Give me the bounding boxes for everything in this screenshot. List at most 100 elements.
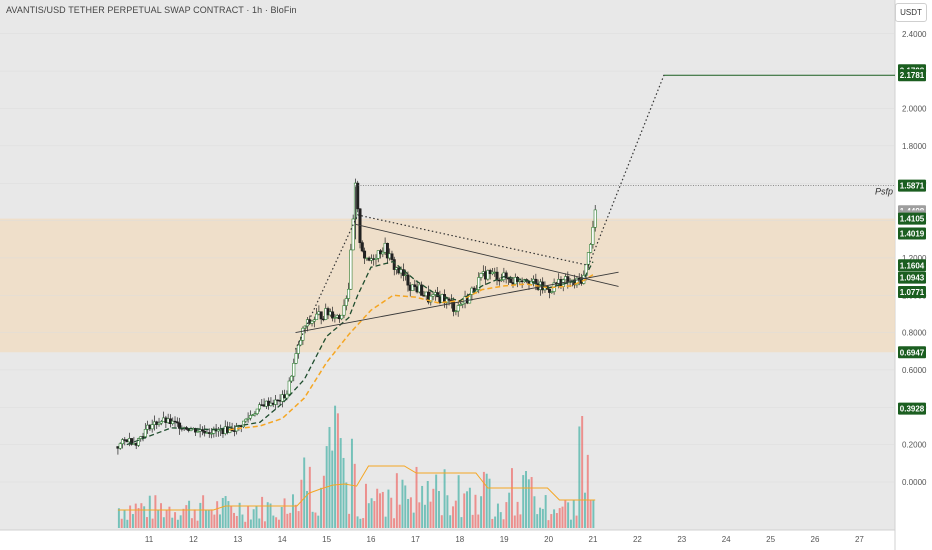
volume-bar bbox=[530, 477, 533, 528]
price-label-text: 1.4019 bbox=[900, 230, 925, 239]
y-tick-label: 0.2000 bbox=[902, 441, 927, 450]
y-tick-label: 1.2000 bbox=[902, 254, 927, 263]
volume-bar bbox=[536, 514, 539, 528]
volume-bar bbox=[328, 426, 331, 528]
volume-bar bbox=[283, 498, 286, 528]
volume-bar bbox=[286, 513, 289, 528]
volume-bar bbox=[496, 503, 499, 528]
price-label-text: 1.4105 bbox=[900, 215, 925, 224]
volume-bar bbox=[334, 405, 337, 528]
volume-bar bbox=[336, 413, 339, 528]
volume-bar bbox=[452, 506, 454, 528]
volume-bar bbox=[440, 515, 443, 528]
volume-bar bbox=[367, 503, 370, 528]
volume-bar bbox=[210, 509, 213, 528]
candle-body bbox=[333, 317, 337, 319]
triangle-upper-line bbox=[355, 223, 619, 287]
price-label-text: 1.1604 bbox=[900, 261, 925, 270]
volume-bar bbox=[401, 479, 404, 528]
candle-body bbox=[120, 439, 124, 445]
candle-body bbox=[390, 253, 394, 260]
volume-bar bbox=[541, 508, 544, 528]
volume-bar bbox=[381, 491, 384, 528]
volume-bar bbox=[216, 501, 219, 528]
volume-bar bbox=[322, 475, 325, 528]
volume-bar bbox=[376, 488, 379, 528]
volume-bar bbox=[398, 504, 401, 528]
volume-bar bbox=[516, 501, 519, 528]
volume-bar bbox=[384, 516, 387, 528]
candle-body bbox=[184, 427, 188, 430]
candle-body bbox=[406, 274, 410, 286]
candle-body bbox=[376, 250, 380, 259]
candle-body bbox=[452, 301, 456, 312]
volume-bar bbox=[480, 496, 483, 528]
candle-body bbox=[374, 258, 378, 260]
volume-bar bbox=[134, 503, 137, 528]
x-tick-label: 13 bbox=[233, 535, 242, 544]
volume-bar bbox=[364, 483, 367, 528]
candle-body bbox=[363, 250, 367, 259]
price-label-text: 1.0943 bbox=[900, 274, 925, 283]
volume-bar bbox=[233, 512, 235, 528]
candle-body bbox=[194, 428, 198, 433]
price-label-text: 0.3928 bbox=[900, 405, 925, 414]
volume-bar bbox=[131, 514, 134, 528]
currency-button[interactable]: USDT bbox=[895, 3, 927, 22]
volume-bar bbox=[148, 495, 151, 528]
volume-bar bbox=[567, 502, 570, 528]
candle-body bbox=[210, 432, 214, 435]
candle-body bbox=[411, 284, 415, 291]
volume-bar bbox=[320, 487, 323, 528]
x-tick-label: 20 bbox=[544, 535, 553, 544]
volume-bar bbox=[491, 518, 494, 528]
volume-bar bbox=[353, 463, 356, 528]
candle-body bbox=[244, 418, 248, 422]
volume-bar bbox=[174, 512, 177, 528]
volume-bar bbox=[145, 517, 148, 528]
volume-bar bbox=[494, 516, 497, 528]
x-tick-label: 21 bbox=[589, 535, 598, 544]
volume-bar bbox=[154, 495, 157, 528]
price-label-text: 0.6947 bbox=[900, 348, 925, 357]
y-tick-label: 0.6000 bbox=[902, 366, 927, 375]
candle-body bbox=[486, 270, 490, 280]
volume-bar bbox=[311, 511, 314, 528]
volume-bar bbox=[443, 469, 446, 528]
volume-bar bbox=[466, 491, 469, 528]
volume-bar bbox=[207, 509, 210, 528]
x-tick-label: 17 bbox=[411, 535, 420, 544]
volume-bar bbox=[269, 503, 272, 528]
price-label-box bbox=[898, 271, 926, 284]
volume-bar bbox=[362, 518, 365, 528]
candle-body bbox=[458, 304, 462, 306]
candle-body bbox=[331, 311, 335, 319]
candle-body bbox=[401, 269, 405, 276]
volume-bar bbox=[308, 466, 311, 528]
volume-bar bbox=[505, 502, 508, 528]
x-tick-label: 27 bbox=[855, 535, 864, 544]
volume-bar bbox=[218, 514, 221, 528]
volume-bar bbox=[261, 496, 264, 528]
candle-body bbox=[356, 182, 360, 210]
candle-body bbox=[203, 430, 207, 434]
volume-average-line bbox=[117, 465, 596, 511]
price-label-box bbox=[898, 259, 926, 272]
volume-bar bbox=[280, 506, 283, 528]
volume-bar bbox=[117, 508, 120, 528]
candle-body bbox=[445, 298, 449, 304]
volume-bar bbox=[522, 475, 525, 528]
volume-bar bbox=[502, 519, 505, 528]
volume-bar bbox=[477, 514, 480, 528]
volume-bar bbox=[564, 499, 567, 528]
volume-bar bbox=[412, 512, 415, 528]
price-label-box bbox=[898, 402, 926, 415]
candle-body bbox=[447, 298, 451, 301]
volume-bar bbox=[572, 499, 575, 528]
volume-bar bbox=[485, 473, 488, 528]
volume-bar bbox=[429, 501, 432, 528]
x-tick-label: 25 bbox=[766, 535, 775, 544]
volume-bar bbox=[227, 501, 230, 528]
